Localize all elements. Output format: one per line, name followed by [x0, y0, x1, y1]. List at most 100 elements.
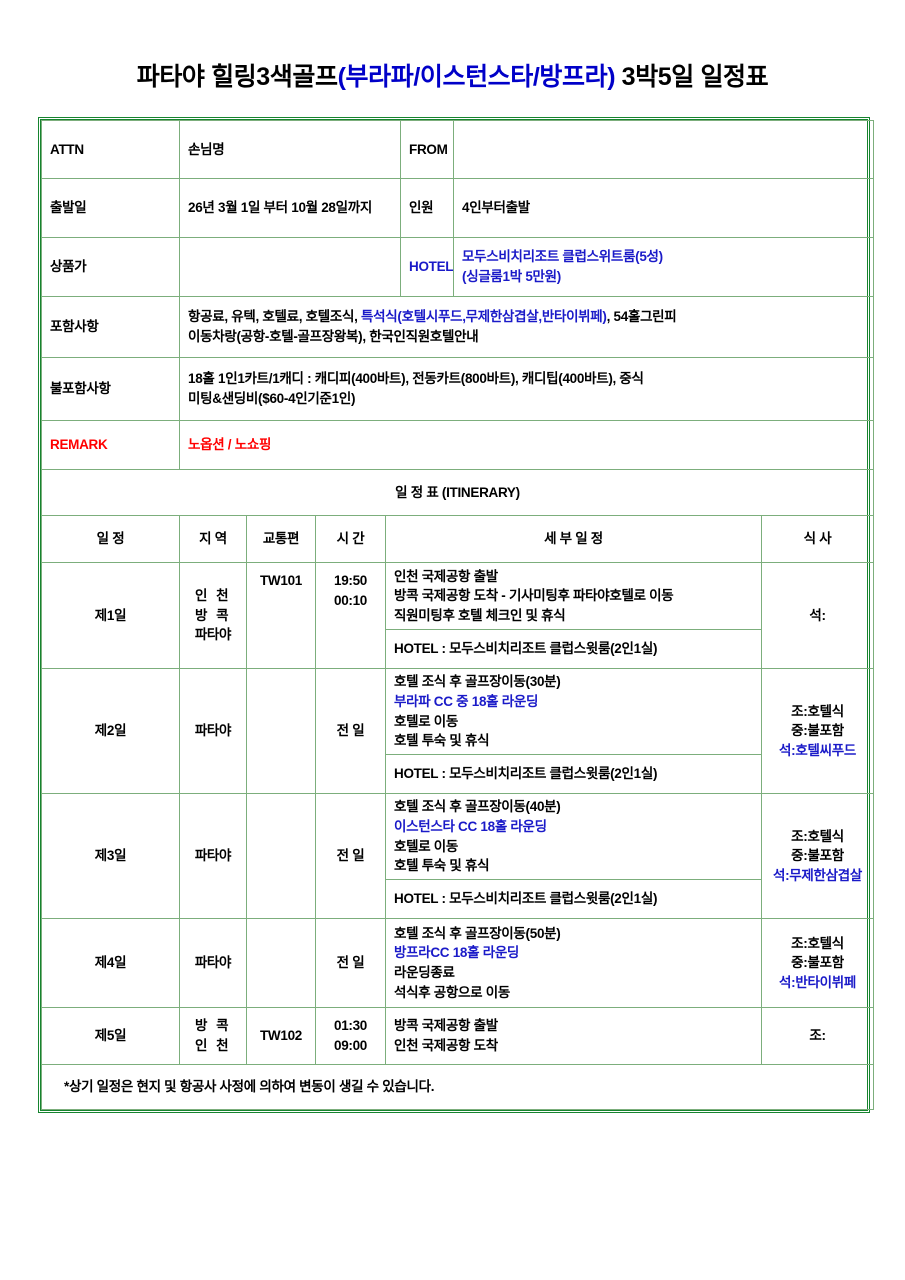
table-row-included: 포함사항 항공료, 유텍, 호텔료, 호텔조식, 특석식(호텔시푸드,무제한삼겹…	[41, 296, 874, 358]
table-row-day1: 제1일 인 천 방 콕 파타야 TW101 19:50 00:10 인천 국제공…	[41, 562, 874, 669]
day3-detail-line1: 호텔 조식 후 골프장이동(40분)	[394, 799, 561, 815]
pax-value: 4인부터출발	[453, 178, 874, 238]
itinerary-table-frame: ATTN 손님명 FROM 출발일 26년 3월 1일 부터 10월 28일까지…	[38, 117, 874, 1113]
day1-time-line1: 19:50	[333, 573, 368, 588]
day5-meal: 조:	[761, 1007, 874, 1065]
day5-time-line2: 09:00	[333, 1038, 368, 1053]
excluded-label: 불포함사항	[41, 357, 180, 421]
day5-area: 방 콕 인 천	[179, 1007, 247, 1065]
day2-area: 파타야	[179, 668, 247, 794]
excluded-line1: 18홀 1인1카트/1캐디 : 캐디피(400바트), 전동카트(800바트),…	[188, 371, 644, 387]
day4-detail: 호텔 조식 후 골프장이동(50분) 방프라CC 18홀 라운딩 라운딩종료 석…	[385, 918, 762, 1008]
column-header-time: 시 간	[315, 515, 386, 563]
day4-area: 파타야	[179, 918, 247, 1008]
day5-label: 제5일	[41, 1007, 180, 1065]
table-row-attn: ATTN 손님명 FROM	[41, 120, 874, 179]
table-row-excluded: 불포함사항 18홀 1인1카트/1캐디 : 캐디피(400바트), 전동카트(8…	[41, 357, 874, 421]
day1-area-line2: 방 콕	[194, 607, 232, 623]
table-row-remark: REMARK 노옵션 / 노쇼핑	[41, 420, 874, 470]
day3-detail-line3: 호텔로 이동	[394, 838, 459, 854]
day4-detail-line4: 석식후 공항으로 이동	[394, 984, 510, 1000]
day3-detail-line4: 호텔 투숙 및 휴식	[394, 858, 490, 874]
day1-detail-line1: 인천 국제공항 출발	[394, 568, 498, 584]
hotel-value: 모두스비치리조트 클럽스위트룸(5성) (싱글룸1박 5만원)	[453, 237, 874, 297]
table-row-column-headers: 일 정 지 역 교통편 시 간 세 부 일 정 식 사	[41, 515, 874, 563]
day2-time: 전 일	[315, 668, 386, 794]
day1-detail: 인천 국제공항 출발 방콕 국제공항 도착 - 기사미팅후 파타야호텔로 이동 …	[385, 562, 762, 630]
attn-label: ATTN	[41, 120, 180, 179]
day5-detail: 방콕 국제공항 출발 인천 국제공항 도착	[385, 1007, 762, 1065]
day2-meal-line2: 중:불포함	[791, 723, 844, 739]
day2-transport	[246, 668, 316, 794]
pax-label: 인원	[400, 178, 454, 238]
day4-meal: 조:호텔식 중:불포함 석:반타이뷔페	[761, 918, 874, 1008]
included-line1: 항공료, 유텍, 호텔료, 호텔조식, 특석식(호텔시푸드,무제한삼겹살,반타이…	[188, 307, 865, 327]
table-row-footnote: *상기 일정은 현지 및 항공사 사정에 의하여 변동이 생길 수 있습니다.	[41, 1064, 874, 1110]
page-title-part2: (부라파/이스턴스타/방프라)	[337, 63, 616, 91]
day1-detail-line2: 방콕 국제공항 도착 - 기사미팅후 파타야호텔로 이동	[394, 588, 674, 604]
day2-hotel-note: HOTEL : 모두스비치리조트 클럽스윗룸(2인1실)	[385, 754, 762, 794]
day3-meal: 조:호텔식 중:불포함 석:무제한삼겹살	[761, 793, 874, 919]
itinerary-section-title: 일 정 표 (ITINERARY)	[41, 469, 874, 516]
excluded-value: 18홀 1인1카트/1캐디 : 캐디피(400바트), 전동카트(800바트),…	[179, 357, 874, 421]
day3-area: 파타야	[179, 793, 247, 919]
included-line1-a: 항공료, 유텍, 호텔료, 호텔조식,	[188, 309, 362, 325]
day1-time: 19:50 00:10	[315, 562, 386, 669]
included-label: 포함사항	[41, 296, 180, 358]
included-line1-highlight: 특석식(호텔시푸드,무제한삼겹살,반타이뷔페)	[361, 309, 607, 325]
hotel-value-line1: 모두스비치리조트 클럽스위트룸(5성)	[462, 249, 663, 265]
day4-meal-line1: 조:호텔식	[791, 935, 844, 951]
day1-area-line1: 인 천	[194, 588, 232, 604]
day2-meal-line3: 석:호텔씨푸드	[779, 742, 856, 758]
day3-hotel-note: HOTEL : 모두스비치리조트 클럽스윗룸(2인1실)	[385, 879, 762, 919]
departure-label: 출발일	[41, 178, 180, 238]
day5-detail-line1: 방콕 국제공항 출발	[394, 1018, 498, 1034]
day5-time-line1: 01:30	[333, 1018, 368, 1034]
day2-detail-line1: 호텔 조식 후 골프장이동(30분)	[394, 674, 561, 690]
day3-meal-line2: 중:불포함	[791, 848, 844, 864]
day4-label: 제4일	[41, 918, 180, 1008]
hotel-label: HOTEL	[400, 237, 454, 297]
from-label: FROM	[400, 120, 454, 179]
day5-area-line2: 인 천	[194, 1038, 232, 1053]
table-row-day5: 제5일 방 콕 인 천 TW102 01:30 09:00 방콕 국제공항 출발…	[41, 1007, 874, 1065]
departure-value: 26년 3월 1일 부터 10월 28일까지	[179, 178, 401, 238]
price-value	[179, 237, 401, 297]
from-value	[453, 120, 874, 179]
day1-detail-line3: 직원미팅후 호텔 체크인 및 휴식	[394, 607, 566, 623]
column-header-area: 지 역	[179, 515, 247, 563]
day3-transport	[246, 793, 316, 919]
page-title-part1: 파타야 힐링3색골프	[136, 63, 338, 91]
price-label: 상품가	[41, 237, 180, 297]
day5-time: 01:30 09:00	[315, 1007, 386, 1065]
day2-detail-line4: 호텔 투숙 및 휴식	[394, 733, 490, 749]
day4-transport	[246, 918, 316, 1008]
day1-area-line3: 파타야	[194, 627, 232, 643]
table-row-price-hotel: 상품가 HOTEL 모두스비치리조트 클럽스위트룸(5성) (싱글룸1박 5만원…	[41, 237, 874, 297]
day3-meal-line3: 석:무제한삼겹살	[772, 867, 863, 883]
included-value: 항공료, 유텍, 호텔료, 호텔조식, 특석식(호텔시푸드,무제한삼겹살,반타이…	[179, 296, 874, 358]
day4-detail-line3: 라운딩종료	[394, 965, 455, 980]
day3-detail-line2: 이스턴스타 CC 18홀 라운딩	[394, 818, 547, 834]
day1-meal: 석:	[761, 562, 874, 669]
column-header-detail: 세 부 일 정	[385, 515, 762, 563]
day1-transport: TW101	[246, 562, 316, 669]
attn-value: 손님명	[179, 120, 401, 179]
table-row-day4: 제4일 파타야 전 일 호텔 조식 후 골프장이동(50분) 방프라CC 18홀…	[41, 918, 874, 1008]
day3-meal-line1: 조:호텔식	[791, 828, 844, 844]
day5-transport: TW102	[246, 1007, 316, 1065]
day1-label: 제1일	[41, 562, 180, 669]
day4-meal-line2: 중:불포함	[791, 955, 844, 971]
day2-detail: 호텔 조식 후 골프장이동(30분) 부라파 CC 중 18홀 라운딩 호텔로 …	[385, 668, 762, 755]
table-row-day1-hotel: HOTEL : 모두스비치리조트 클럽스윗룸(2인1실)	[42, 629, 874, 669]
column-header-meal: 식 사	[761, 515, 874, 563]
day4-detail-line2: 방프라CC 18홀 라운딩	[394, 945, 520, 961]
table-row-day3: 제3일 파타야 전 일 호텔 조식 후 골프장이동(40분) 이스턴스타 CC …	[41, 793, 874, 919]
remark-label: REMARK	[41, 420, 180, 470]
day1-time-line2: 00:10	[333, 592, 368, 608]
page-title: 파타야 힐링3색골프(부라파/이스턴스타/방프라) 3박5일 일정표	[0, 57, 905, 93]
day5-detail-line2: 인천 국제공항 도착	[394, 1038, 498, 1053]
page-title-part3: 3박5일 일정표	[615, 63, 769, 91]
day2-meal-line1: 조:호텔식	[791, 703, 844, 719]
